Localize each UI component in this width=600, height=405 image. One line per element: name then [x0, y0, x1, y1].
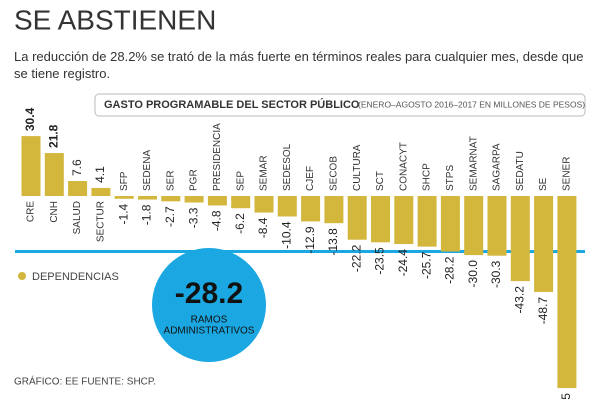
value-label: -25.7 [419, 251, 433, 279]
chart-title: SE ABSTIENEN [14, 4, 216, 35]
callout-circle [152, 248, 266, 362]
value-label: 7.6 [70, 159, 84, 176]
bar [184, 196, 204, 203]
category-label: SAGARPA [492, 143, 503, 191]
value-label: 4.1 [93, 166, 107, 183]
subtitle-box: La reducción de 28.2% se trató de la más… [14, 49, 584, 81]
value-label: -12.9 [303, 226, 317, 254]
bar [91, 187, 111, 196]
bar [161, 196, 181, 202]
bar [301, 196, 321, 222]
category-label: PGR [189, 169, 200, 191]
value-label: -4.8 [210, 210, 224, 231]
bar [371, 196, 390, 243]
category-label: SALUD [72, 201, 83, 234]
source: GRÁFICO: EE FUENTE: SHCP. [14, 375, 156, 388]
value-label: -13.8 [326, 228, 340, 256]
chart-heading-note: (ENERO–AGOSTO 2016–2017 EN MILLONES DE P… [358, 99, 585, 109]
category-label: SEDENA [142, 150, 153, 191]
bar [510, 196, 530, 282]
value-label: 30.4 [23, 107, 37, 131]
category-label: CRE [26, 201, 37, 222]
category-label: SEMAR [259, 155, 270, 191]
value-label: -48.7 [536, 297, 550, 325]
value-label: -3.3 [186, 207, 200, 228]
bar [44, 153, 64, 196]
value-label: -30.0 [466, 260, 480, 288]
value-label: 21.8 [46, 124, 60, 148]
bar [324, 196, 344, 224]
category-label: SE [538, 177, 549, 191]
bar [557, 196, 577, 389]
bar [487, 196, 507, 256]
value-label: -24.4 [396, 249, 410, 277]
value-label: -30.3 [489, 260, 503, 288]
callout-text: RAMOS [191, 315, 228, 326]
value-label: -10.4 [279, 221, 293, 249]
bar [231, 196, 251, 209]
category-label: SEDATU [515, 151, 526, 191]
bar [394, 196, 414, 245]
bar [464, 196, 484, 256]
chart-title-box [94, 93, 586, 117]
value-label: -97.5 [559, 393, 573, 400]
value-label: -23.5 [373, 247, 387, 275]
bar [68, 181, 88, 196]
category-label: SENER [562, 157, 573, 191]
chart-heading: GASTO PROGRAMABLE DEL SECTOR PÚBLICO [104, 98, 360, 111]
category-label: SHCP [422, 163, 433, 191]
category-label: PRESIDENCIA [212, 123, 223, 191]
bar [254, 196, 274, 213]
bar [347, 196, 367, 240]
bar [114, 196, 134, 199]
value-label: -2.7 [163, 206, 177, 227]
value-label: -8.4 [256, 217, 270, 238]
value-label: -1.4 [116, 203, 130, 224]
category-label: SFP [119, 171, 130, 191]
category-label: SECOB [329, 156, 340, 191]
category-label: SEP [235, 171, 246, 191]
category-label: SEDESOL [282, 143, 293, 191]
bar [21, 136, 41, 196]
subtitle: La reducción de 28.2% se trató de la más… [14, 49, 584, 81]
legend-label: DEPENDENCIAS [32, 271, 119, 283]
category-label: SER [165, 170, 176, 191]
category-label: CJEF [305, 166, 316, 191]
callout-text: ADMINISTRATIVOS [164, 326, 255, 337]
bar [207, 196, 227, 206]
bar [277, 196, 297, 217]
bar [440, 196, 460, 252]
category-label: SEMARNAT [468, 136, 479, 191]
value-label: -1.8 [140, 204, 154, 225]
category-label: SCT [375, 171, 386, 191]
callout-value: -28.2 [175, 277, 243, 310]
value-label: -28.2 [443, 256, 457, 284]
bar [534, 196, 554, 292]
category-label: STPS [445, 165, 456, 191]
category-label: CULTURA [352, 144, 363, 191]
bar [138, 196, 157, 200]
category-label: CONACYT [398, 142, 409, 191]
value-label: -6.2 [233, 213, 247, 234]
category-label: CNH [49, 201, 60, 223]
value-label: -22.2 [349, 244, 363, 272]
legend-swatch [18, 272, 26, 280]
bar [417, 196, 437, 247]
category-label: SECTUR [96, 201, 107, 242]
value-label: -43.2 [512, 286, 526, 314]
